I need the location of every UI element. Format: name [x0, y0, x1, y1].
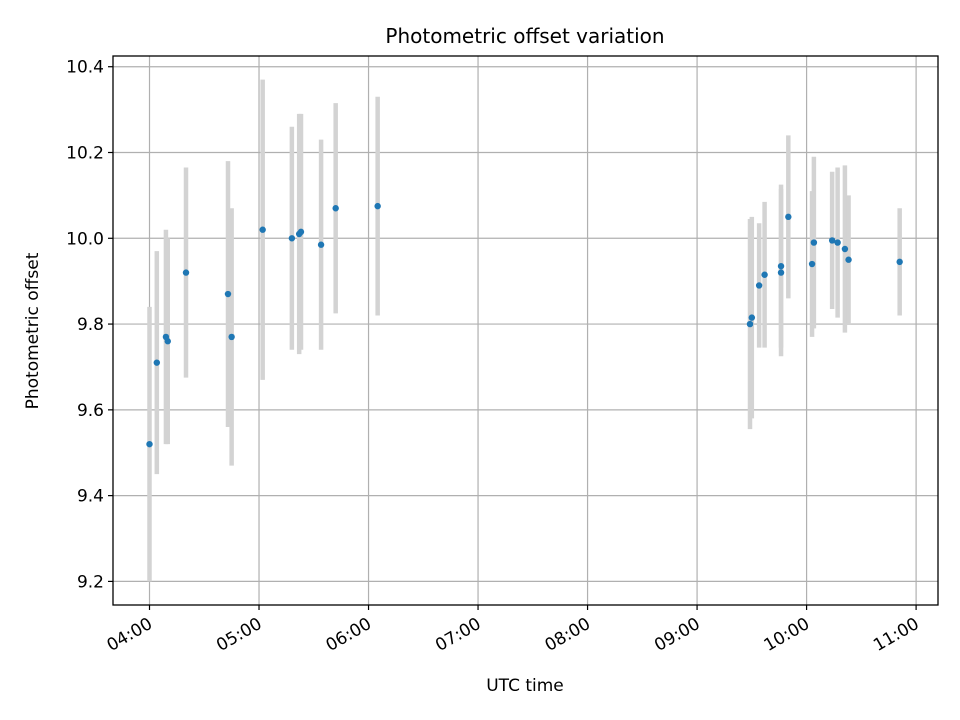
x-axis-label: UTC time [486, 676, 564, 696]
data-point [785, 213, 792, 221]
data-point [828, 237, 836, 244]
y-tick-label: 10.0 [66, 229, 104, 249]
data-point [777, 269, 785, 276]
data-point [746, 320, 754, 328]
data-point [777, 262, 785, 270]
point-layer [146, 202, 903, 448]
y-tick-label: 9.4 [77, 487, 104, 507]
data-point [761, 271, 768, 278]
data-point [845, 256, 852, 263]
data-point [288, 235, 296, 242]
data-point [834, 239, 841, 246]
y-axis-label: Photometric offset [23, 252, 43, 409]
y-tick-label: 10.2 [66, 144, 104, 164]
data-point [224, 290, 232, 298]
y-tick-label: 9.6 [77, 401, 104, 421]
data-point [896, 258, 903, 266]
data-point [332, 205, 339, 212]
grid-layer [113, 56, 938, 605]
y-tick-label: 10.4 [66, 58, 104, 78]
data-point [164, 338, 171, 345]
data-point [317, 241, 325, 248]
data-point [374, 202, 381, 210]
data-point [182, 269, 190, 276]
data-point [297, 228, 305, 236]
data-point [808, 260, 816, 268]
data-point [153, 359, 161, 366]
y-tick-label: 9.8 [77, 315, 104, 335]
data-point [228, 333, 235, 341]
data-point [146, 440, 153, 448]
data-point [259, 226, 266, 233]
y-tick-label: 9.2 [77, 572, 104, 592]
data-point [748, 314, 756, 321]
axes-frame [112, 55, 939, 606]
chart-title: Photometric offset variation [385, 24, 664, 48]
data-point [810, 239, 818, 246]
data-point [755, 282, 763, 289]
data-point [841, 245, 849, 253]
